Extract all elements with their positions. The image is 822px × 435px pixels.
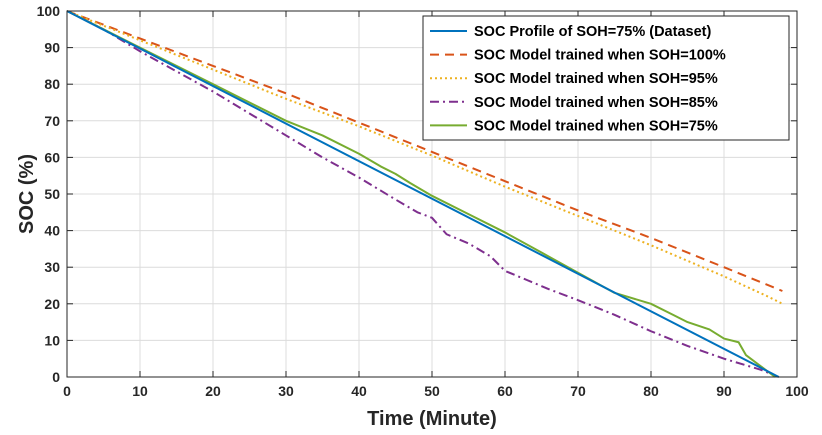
- y-tick-label: 80: [44, 76, 60, 92]
- y-tick-label: 60: [44, 149, 60, 165]
- legend: SOC Profile of SOH=75% (Dataset) SOC Mode…: [422, 15, 790, 141]
- x-tick-label: 30: [278, 383, 294, 399]
- x-tick-label: 20: [205, 383, 221, 399]
- y-tick-label: 30: [44, 259, 60, 275]
- legend-label: SOC Model trained when SOH=75%: [474, 118, 718, 134]
- y-tick-label: 20: [44, 296, 60, 312]
- legend-label: SOC Profile of SOH=75% (Dataset): [474, 24, 711, 40]
- x-tick-label: 90: [716, 383, 732, 399]
- legend-label: SOC Model trained when SOH=85%: [474, 95, 718, 111]
- x-tick-label: 0: [63, 383, 71, 399]
- y-axis-label: SOC (%): [16, 154, 38, 234]
- x-tick-label: 80: [643, 383, 659, 399]
- y-tick-label: 10: [44, 332, 60, 348]
- x-tick-label: 100: [785, 383, 809, 399]
- series-line-3: [66, 10, 783, 305]
- series-line-2: [66, 10, 783, 292]
- x-axis-label: Time (Minute): [367, 408, 497, 430]
- x-tick-label: 10: [132, 383, 148, 399]
- legend-label: SOC Model trained when SOH=100%: [474, 48, 726, 64]
- x-tick-label: 40: [351, 383, 367, 399]
- y-tick-label: 70: [44, 113, 60, 129]
- series-lines: [66, 10, 783, 378]
- x-tick-label: 50: [424, 383, 440, 399]
- y-tick-label: 0: [52, 369, 60, 385]
- axis-ticks: 0 10 20 30 40 50 60 70 80 90 100 0 10 20 30 40 50 60 70 80 9…: [37, 3, 809, 399]
- legend-label: SOC Model trained when SOH=95%: [474, 71, 718, 87]
- y-tick-label: 50: [44, 186, 60, 202]
- series-line-1: [66, 10, 780, 378]
- y-tick-label: 40: [44, 223, 60, 239]
- x-tick-label: 70: [570, 383, 586, 399]
- legend-box: [422, 15, 790, 141]
- y-tick-label: 100: [37, 3, 61, 19]
- series-line-5: [66, 10, 776, 378]
- series-line-4: [66, 10, 780, 378]
- y-tick-label: 90: [44, 40, 60, 56]
- x-tick-label: 60: [497, 383, 513, 399]
